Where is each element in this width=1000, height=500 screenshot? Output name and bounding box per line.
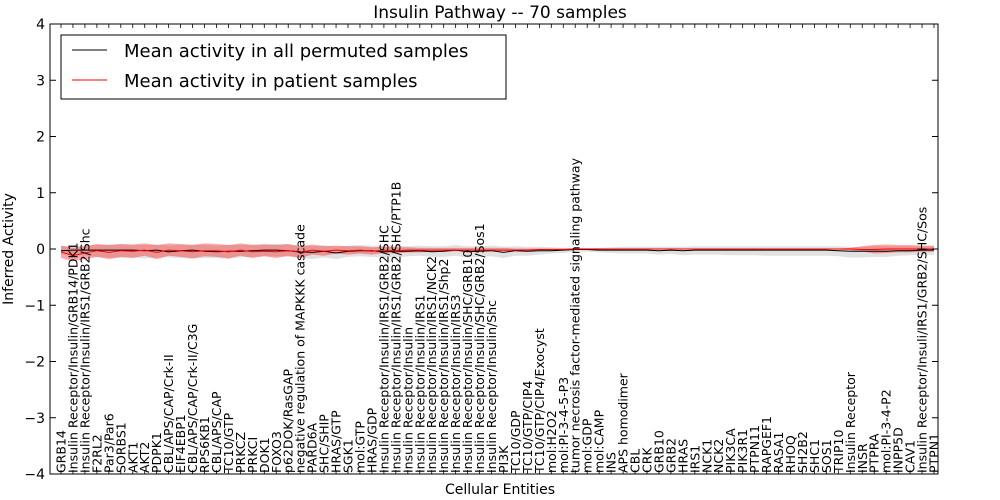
category-label: NCK1: [699, 439, 714, 473]
category-label: p62DOK/RasGAP: [281, 368, 296, 473]
category-label: mol:GDP: [580, 418, 595, 473]
category-label: Insulin Receptor/Insulin/IRS1/GRB2/SHC/P…: [388, 182, 403, 473]
category-label: Insulin Receptor/Insulin/Shc: [484, 300, 499, 473]
category-label: PTPN1: [927, 433, 942, 473]
line-series-1: [60, 248, 934, 257]
category-label: Insulin Receptor/Insulin/IRS3: [448, 295, 463, 473]
category-label: FOXO3: [269, 431, 284, 473]
category-label: SOS1: [819, 439, 834, 473]
category-label: NCK2: [711, 439, 726, 473]
category-label: TC10/GDP: [508, 410, 523, 474]
legend-box: [60, 34, 507, 100]
category-label: Insulin Receptor/Insulin/IRS1/NCK2: [424, 256, 439, 473]
category-label: CBL/APS/CAP/Crk-II/C3G: [185, 324, 200, 473]
y-tick-label: 3: [36, 73, 45, 89]
category-label: Insulin Receptor/Insulin/SHC/GRB10: [460, 250, 475, 473]
category-label: Par3/Par6: [101, 413, 116, 473]
category-label: RPS6KB1: [197, 416, 212, 473]
category-label: PARD6A: [305, 422, 320, 473]
category-label: mol:PI-3-4-5-P3: [556, 377, 571, 473]
category-label: PIK3R1: [735, 429, 750, 473]
category-label: EIF4EBP1: [173, 414, 188, 473]
category-label: TC10/GTP: [221, 412, 236, 474]
band-series-1: [61, 243, 934, 262]
category-label: mol:CAMP: [592, 409, 607, 473]
category-label: IRS1: [687, 445, 702, 473]
category-label: mol:GTP: [352, 421, 367, 473]
category-label: INSR: [855, 443, 870, 473]
category-label: Insulin Receptor/Insulin/IRS1/GRB2/SHC: [376, 225, 391, 473]
legend-label-permuted: Mean activity in all permuted samples: [124, 41, 468, 62]
category-label: SH2B2: [795, 431, 810, 473]
category-label: APS homodimer: [616, 372, 631, 473]
category-label: RASA1: [771, 432, 786, 473]
category-label: F2RL2: [89, 434, 104, 473]
category-label: CAV1: [903, 440, 918, 473]
category-label: CBL/APS/CAP: [209, 391, 224, 473]
category-label: Insulin Receptor/Insuli/IRS1/GRB2/SHC/So…: [915, 207, 930, 473]
category-label: AKT1: [125, 442, 140, 473]
category-label: SHC1: [807, 439, 822, 473]
category-label: negative regulation of MAPKKK cascade: [293, 224, 308, 473]
category-label: DOK1: [257, 437, 272, 473]
category-label: PIK3CA: [723, 428, 738, 473]
category-label: PRKCZ: [233, 432, 248, 473]
category-label: INPP5D: [891, 427, 906, 473]
category-label: SGK1: [341, 439, 356, 473]
category-label: RHOQ: [783, 435, 798, 473]
legend-label-patient: Mean activity in patient samples: [124, 71, 418, 92]
y-tick-label: −2: [24, 355, 45, 371]
y-tick-label: 2: [36, 130, 45, 146]
category-label: Insulin Receptor/Insulin/SHC/GRB2/Sos1: [472, 223, 487, 473]
category-label: PRKCI: [245, 437, 260, 473]
category-label: HRAS/GDP: [364, 407, 379, 473]
category-label: SHC/SHIP: [317, 414, 332, 473]
x-axis-label: Cellular Entities: [445, 482, 555, 498]
y-tick-label: 0: [36, 242, 45, 258]
legend: Mean activity in all permuted samples Me…: [60, 34, 507, 100]
category-label: TC10/GTP/CIP4/Exocyst: [532, 328, 547, 474]
category-label: PDPK1: [149, 432, 164, 473]
y-tick-label: 4: [36, 17, 45, 33]
category-label: TC10/GTP/CIP4: [520, 381, 535, 474]
category-label: tumor necrosis factor-mediated signaling…: [568, 157, 583, 473]
line-series-0: [60, 249, 934, 254]
category-label: TRIP10: [831, 430, 846, 474]
category-label: mol:H2O2: [544, 410, 559, 473]
category-label: HRAS/GTP: [329, 410, 344, 473]
category-label: Insulin Receptor/Insulin/IRS1/GRB2/Shc: [77, 228, 92, 473]
category-label: Insulin Receptor: [843, 371, 858, 473]
category-label: HRAS: [675, 439, 690, 473]
category-label: Insulin Receptor/Insulin: [400, 327, 415, 473]
category-label: PTPN11: [747, 425, 762, 473]
plot-frame: [49, 23, 939, 475]
category-label: Insulin Receptor/Insulin/IRS1/Shp2: [436, 259, 451, 473]
category-label: mol:PI-3-4-P2: [879, 389, 894, 473]
category-label: RAPGEF1: [759, 416, 774, 473]
category-label: CRK: [639, 447, 654, 473]
category-label: PI3K: [496, 445, 511, 473]
category-label: SORBS1: [113, 422, 128, 473]
chart-title: Insulin Pathway -- 70 samples: [373, 3, 627, 23]
category-label: CBL: [628, 449, 643, 473]
y-axis-label: Inferred Activity: [1, 193, 17, 305]
category-label: GRB14: [54, 430, 69, 473]
category-label: Insulin Receptor/Insulin/GRB14/PDK1: [65, 242, 80, 473]
y-tick-label: −4: [24, 467, 45, 483]
category-label: Insulin Receptor/Insulin/IRS1: [412, 295, 427, 473]
category-label: GRB2: [663, 438, 678, 473]
mean-lines: [60, 248, 934, 257]
y-tick-label: 1: [36, 186, 45, 202]
category-label: GRB10: [651, 430, 666, 473]
y-tick-label: −1: [24, 298, 45, 314]
category-label: INS: [604, 452, 619, 473]
category-label: PTPRA: [867, 433, 882, 473]
y-tick-label: −3: [24, 411, 45, 427]
category-label: AKT2: [137, 442, 152, 473]
category-label: CBL/APS/CAP/Crk-II: [161, 354, 176, 473]
